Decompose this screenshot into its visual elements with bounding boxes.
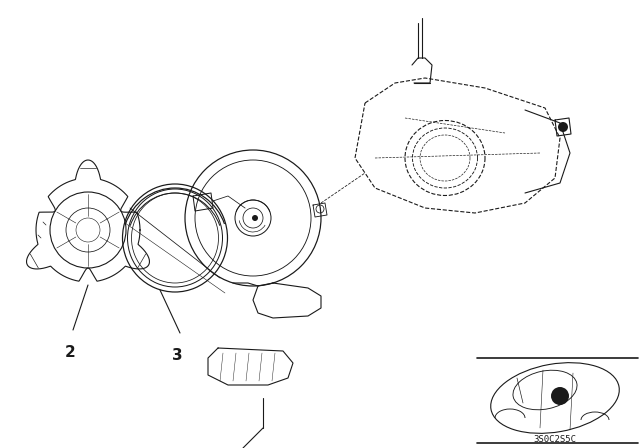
Circle shape	[551, 387, 569, 405]
Circle shape	[252, 215, 258, 221]
Text: 3S0C2S5C: 3S0C2S5C	[534, 435, 577, 444]
Text: 2: 2	[65, 345, 76, 360]
Circle shape	[558, 122, 568, 132]
Text: 3: 3	[172, 348, 182, 363]
